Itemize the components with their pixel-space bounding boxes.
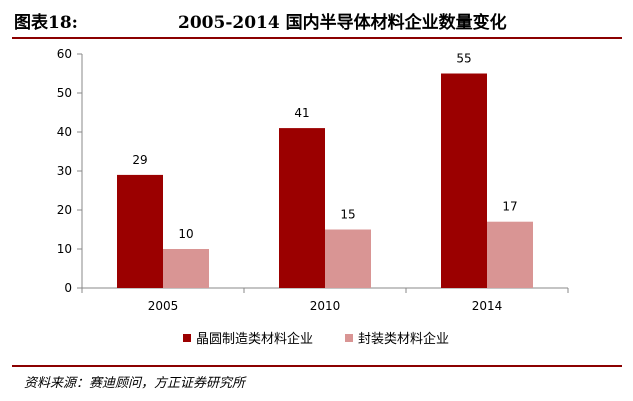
figure-label: 图表18: xyxy=(14,13,78,33)
legend-item-wafer: 晶圆制造类材料企业 xyxy=(183,328,313,347)
legend: 晶圆制造类材料企业 封装类材料企业 xyxy=(0,328,633,348)
legend-label-wafer: 晶圆制造类材料企业 xyxy=(196,332,314,347)
header-divider xyxy=(12,37,622,39)
legend-swatch-wafer xyxy=(183,333,191,342)
y-tick-label: 40 xyxy=(57,125,72,139)
data-label: 15 xyxy=(340,208,355,222)
data-label: 17 xyxy=(502,200,517,214)
bars xyxy=(117,73,533,288)
y-tick-label: 20 xyxy=(57,203,72,217)
data-label: 55 xyxy=(456,52,471,66)
data-label: 10 xyxy=(178,227,193,241)
source-divider xyxy=(12,365,622,367)
bar-wafer xyxy=(117,174,163,288)
bar-packaging xyxy=(487,221,533,288)
bar-wafer xyxy=(441,73,487,288)
legend-item-packaging: 封装类材料企业 xyxy=(345,328,449,347)
figure-header: 图表18: 2005-2014 国内半导体材料企业数量变化 xyxy=(0,0,633,40)
legend-label-packaging: 封装类材料企业 xyxy=(358,332,450,347)
legend-swatch-packaging xyxy=(345,333,353,342)
data-label: 29 xyxy=(132,153,147,167)
bar-packaging xyxy=(325,229,371,288)
y-tick-label: 50 xyxy=(57,86,72,100)
data-labels: 29 10 41 15 55 17 xyxy=(132,52,517,242)
y-tick-label: 0 xyxy=(64,281,72,295)
source-note: 资料来源：赛迪顾问，方正证券研究所 xyxy=(24,376,246,391)
x-tick-label: 2014 xyxy=(472,299,503,313)
bar-wafer xyxy=(279,128,325,288)
y-tick-label: 60 xyxy=(57,47,72,61)
x-tick-label: 2010 xyxy=(310,299,341,313)
y-tick-label: 30 xyxy=(57,164,72,178)
data-label: 41 xyxy=(294,106,309,120)
bar-packaging xyxy=(163,249,209,288)
x-tick-label: 2005 xyxy=(148,299,179,313)
figure-title: 2005-2014 国内半导体材料企业数量变化 xyxy=(178,13,507,33)
bar-chart: 0 10 20 30 40 50 60 2005 2010 2014 29 10 41 15 55 17 xyxy=(57,47,569,313)
y-tick-label: 10 xyxy=(57,242,72,256)
